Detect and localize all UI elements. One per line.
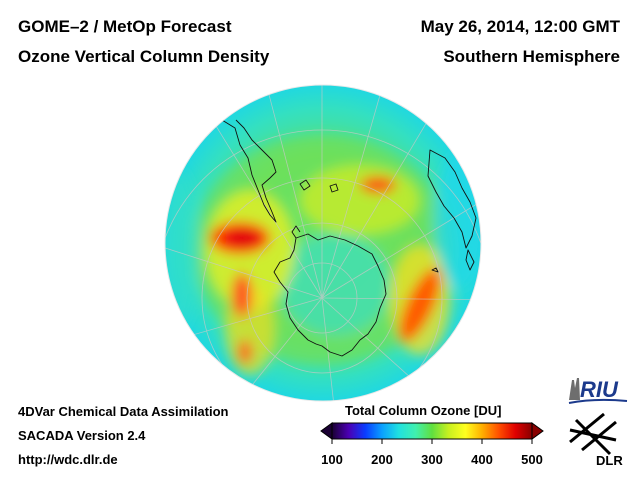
south-america-outline xyxy=(221,119,277,223)
colorbar-tick-label: 300 xyxy=(421,452,443,467)
dlr-logo: DLR xyxy=(569,412,623,468)
riu-logo-swoosh xyxy=(568,398,628,404)
riu-logo-text: RIU xyxy=(580,377,619,402)
island-kerguelen xyxy=(431,267,439,273)
colorbar-tick-marks xyxy=(331,439,533,444)
dlr-logo-mark xyxy=(569,412,617,456)
footer-version: SACADA Version 2.4 xyxy=(18,428,146,443)
island-south-georgia xyxy=(329,183,339,193)
colorbar-title: Total Column Ozone [DU] xyxy=(345,403,502,418)
ozone-high-indian xyxy=(399,268,441,342)
title-quantity: Ozone Vertical Column Density xyxy=(18,47,270,66)
colorbar-gradient xyxy=(331,422,533,440)
globe-border xyxy=(164,84,482,402)
title-date: May 26, 2014, 12:00 GMT xyxy=(420,17,620,36)
colorbar-tick-label: 200 xyxy=(371,452,393,467)
antarctica-outline xyxy=(273,233,387,357)
antarctic-peninsula xyxy=(291,225,301,239)
africa-outline xyxy=(427,149,477,249)
ozone-high-atlantic-core xyxy=(225,229,261,247)
colorbar-tick-label: 400 xyxy=(471,452,493,467)
riu-logo-mark xyxy=(569,378,580,400)
madagascar-outline xyxy=(465,249,475,271)
title-region: Southern Hemisphere xyxy=(443,47,620,66)
island-falklands xyxy=(299,179,311,191)
colorbar-over-arrow xyxy=(531,422,544,440)
colorbar-under-arrow xyxy=(320,422,333,440)
riu-logo: RIU xyxy=(568,377,628,404)
footer-method: 4DVar Chemical Data Assimilation xyxy=(18,404,229,419)
colorbar-tick-label: 500 xyxy=(521,452,543,467)
dlr-logo-text: DLR xyxy=(596,453,623,468)
title-product: GOME–2 / MetOp Forecast xyxy=(18,17,232,36)
footer-url[interactable]: http://wdc.dlr.de xyxy=(18,452,118,467)
ozone-low-antarctica xyxy=(280,235,390,335)
ozone-high-pacific xyxy=(232,273,252,317)
colorbar-tick-label: 100 xyxy=(321,452,343,467)
coastlines xyxy=(221,105,477,357)
ozone-high-pacific-south xyxy=(238,340,252,364)
